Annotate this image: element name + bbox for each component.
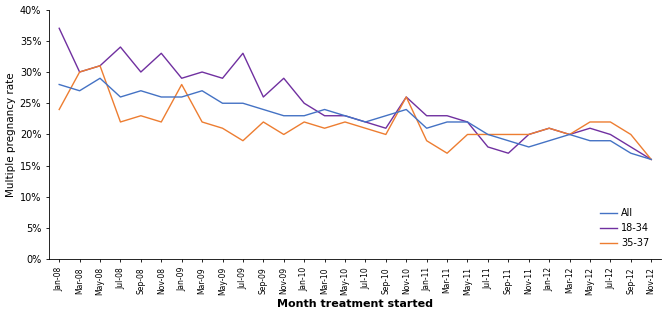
Legend: All, 18-34, 35-37: All, 18-34, 35-37 xyxy=(596,204,654,252)
Y-axis label: Multiple pregnancy rate: Multiple pregnancy rate xyxy=(5,72,15,197)
X-axis label: Month treatment started: Month treatment started xyxy=(277,300,433,309)
